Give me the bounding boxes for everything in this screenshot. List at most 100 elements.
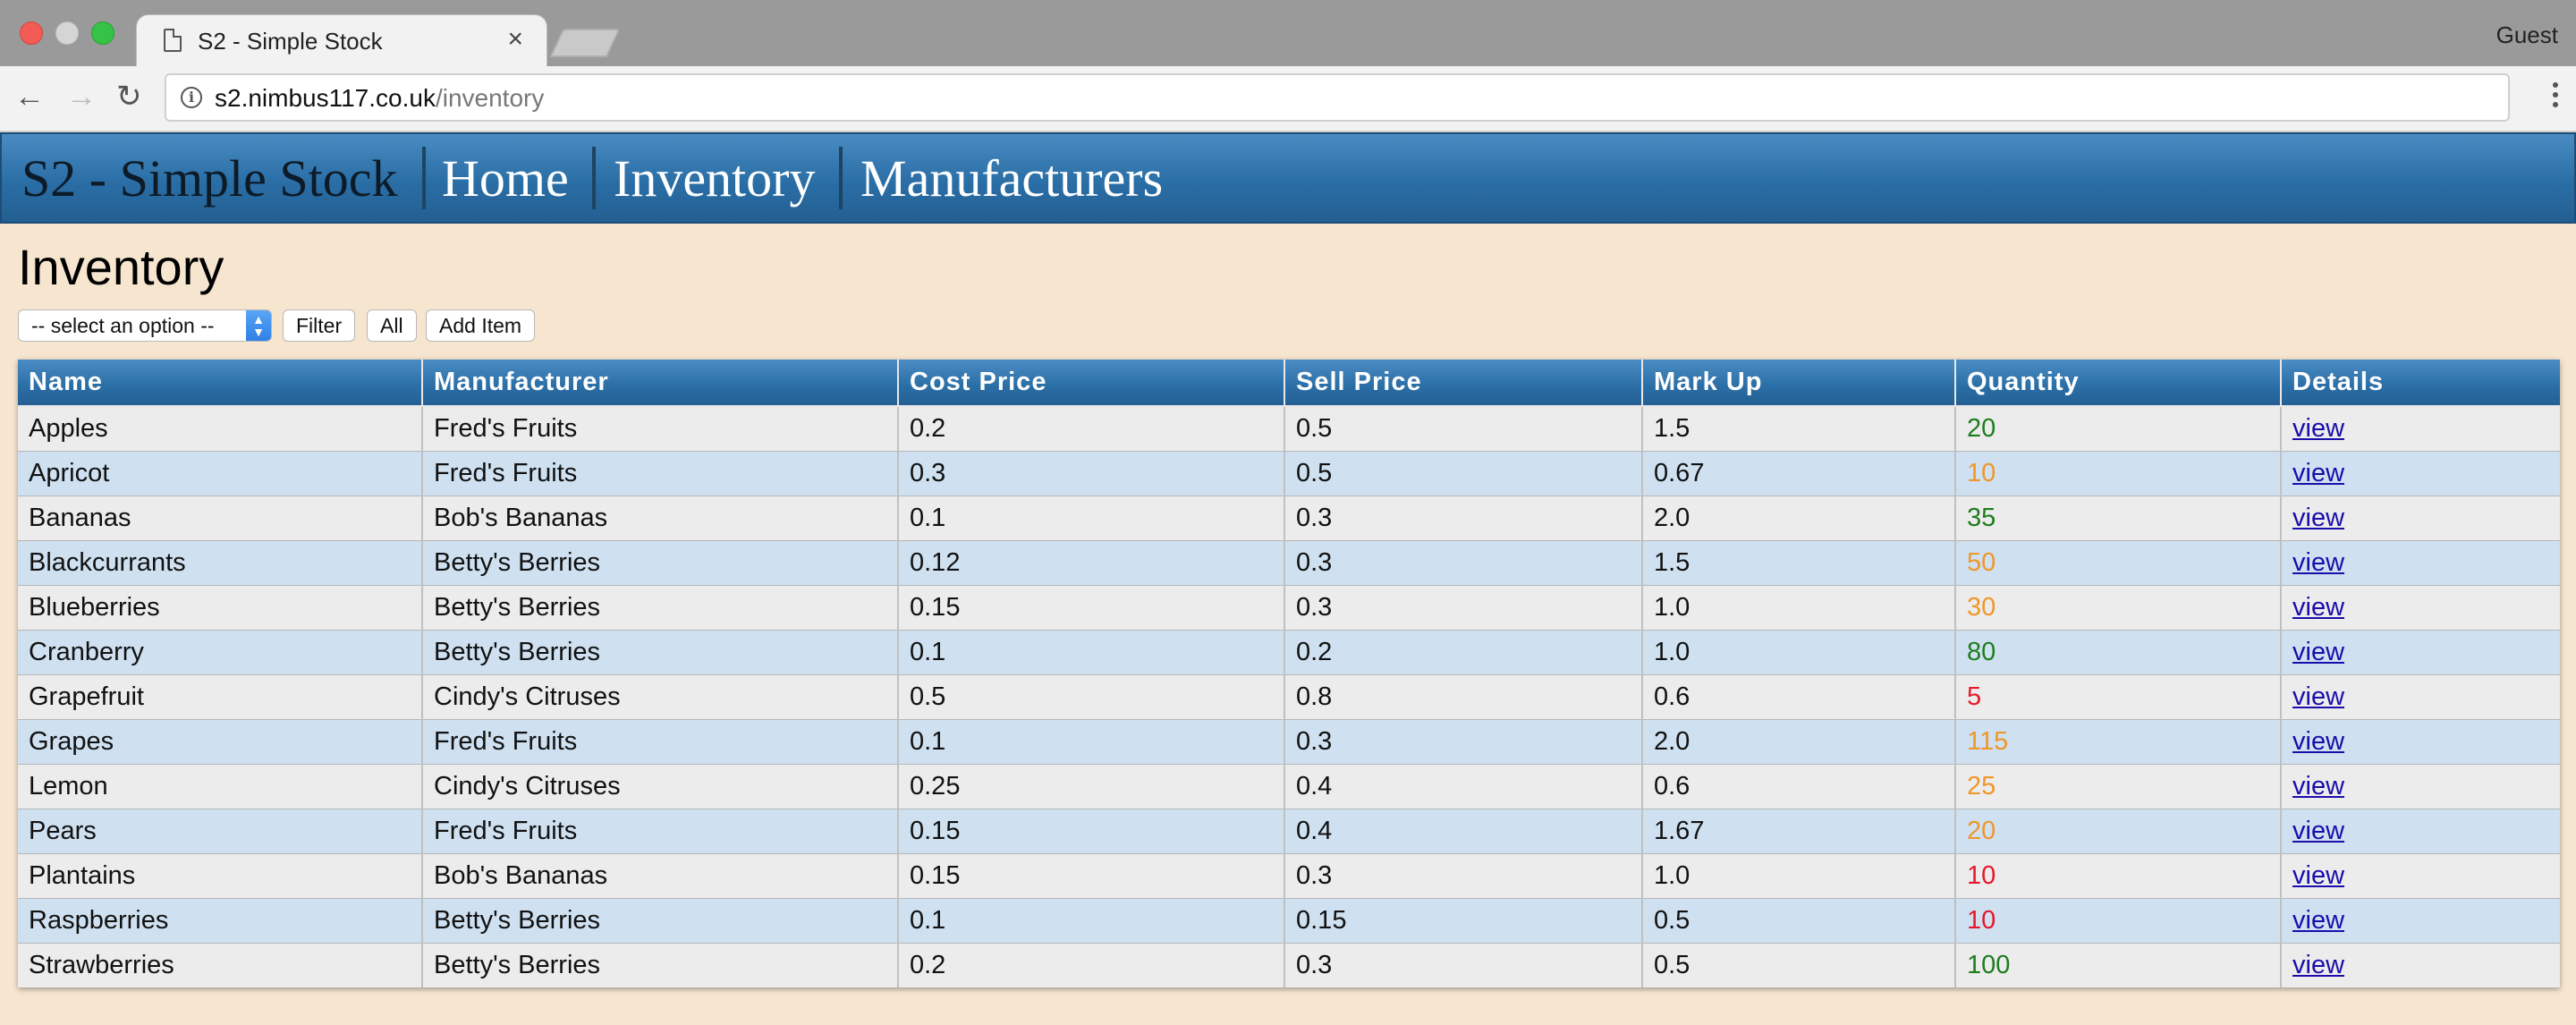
cell-details: view (2280, 808, 2560, 853)
cell-name: Plantains (18, 852, 422, 898)
nav-separator (422, 147, 426, 209)
back-arrow-icon[interactable]: ← (14, 80, 45, 114)
cell-quantity: 10 (1954, 897, 2281, 943)
cell-sell-price: 0.15 (1284, 897, 1642, 943)
cell-sell-price: 0.3 (1284, 539, 1642, 585)
cell-manufacturer: Fred's Fruits (421, 808, 898, 853)
cell-cost-price: 0.15 (897, 808, 1284, 853)
cell-quantity: 115 (1954, 718, 2281, 764)
cell-quantity: 30 (1954, 584, 2281, 630)
cell-details: view (2280, 629, 2560, 674)
cell-cost-price: 0.25 (897, 763, 1284, 809)
cell-quantity: 25 (1954, 763, 2281, 809)
cell-quantity: 35 (1954, 495, 2281, 540)
view-link[interactable]: view (2292, 950, 2345, 979)
cell-manufacturer: Bob's Bananas (421, 495, 898, 540)
cell-name: Apples (18, 405, 422, 451)
inventory-table: Name Manufacturer Cost Price Sell Price … (18, 360, 2560, 987)
filter-button[interactable]: Filter (283, 309, 356, 342)
cell-quantity: 10 (1954, 450, 2281, 496)
info-icon[interactable]: i (181, 87, 202, 108)
reload-icon[interactable]: ↻ (116, 80, 142, 114)
cell-sell-price: 0.3 (1284, 495, 1642, 540)
view-link[interactable]: view (2292, 860, 2345, 890)
address-bar[interactable]: i s2.nimbus117.co.uk/inventory (165, 73, 2510, 122)
add-item-button[interactable]: Add Item (426, 309, 536, 342)
cell-manufacturer: Bob's Bananas (421, 852, 898, 898)
browser-menu-icon[interactable] (2553, 82, 2560, 114)
table-row: Strawberries Betty's Berries 0.2 0.3 0.5 100 v… (18, 942, 2560, 987)
cell-details: view (2280, 450, 2560, 496)
cell-manufacturer: Cindy's Citruses (421, 673, 898, 719)
cell-details: view (2280, 673, 2560, 719)
profile-label[interactable]: Guest (2496, 21, 2558, 48)
view-link[interactable]: view (2292, 771, 2345, 801)
header-cost-price: Cost Price (897, 360, 1284, 407)
cell-manufacturer: Fred's Fruits (421, 718, 898, 764)
cell-cost-price: 0.1 (897, 718, 1284, 764)
view-link[interactable]: view (2292, 726, 2345, 756)
cell-cost-price: 0.1 (897, 897, 1284, 943)
close-window-icon[interactable] (20, 21, 43, 45)
cell-details: view (2280, 539, 2560, 585)
cell-details: view (2280, 495, 2560, 540)
manufacturer-select[interactable]: -- select an option -- ▲ ▼ (18, 309, 272, 342)
table-row: Lemon Cindy's Citruses 0.25 0.4 0.6 25 view (18, 763, 2560, 809)
cell-name: Pears (18, 808, 422, 853)
forward-arrow-icon[interactable]: → (66, 80, 97, 114)
brand-title[interactable]: S2 - Simple Stock (21, 149, 398, 208)
view-link[interactable]: view (2292, 503, 2345, 532)
cell-manufacturer: Betty's Berries (421, 942, 898, 987)
cell-name: Apricot (18, 450, 422, 496)
view-link[interactable]: view (2292, 592, 2345, 622)
nav-link-inventory[interactable]: Inventory (614, 149, 816, 208)
browser-toolbar: ← → ↻ i s2.nimbus117.co.uk/inventory (0, 66, 2576, 132)
cell-cost-price: 0.2 (897, 942, 1284, 987)
cell-name: Blackcurrants (18, 539, 422, 585)
cell-sell-price: 0.4 (1284, 808, 1642, 853)
view-link[interactable]: view (2292, 905, 2345, 935)
view-link[interactable]: view (2292, 816, 2345, 845)
cell-mark-up: 1.5 (1641, 405, 1955, 451)
cell-sell-price: 0.3 (1284, 718, 1642, 764)
cell-quantity: 80 (1954, 629, 2281, 674)
cell-quantity: 50 (1954, 539, 2281, 585)
cell-cost-price: 0.2 (897, 405, 1284, 451)
document-icon (164, 29, 182, 52)
new-tab-button[interactable] (549, 29, 621, 57)
cell-mark-up: 1.0 (1641, 629, 1955, 674)
all-button[interactable]: All (367, 309, 417, 342)
view-link[interactable]: view (2292, 413, 2345, 443)
nav-link-manufacturers[interactable]: Manufacturers (860, 149, 1164, 208)
page-title: Inventory (18, 239, 225, 295)
view-link[interactable]: view (2292, 682, 2345, 711)
url-text[interactable]: s2.nimbus117.co.uk/inventory (215, 84, 544, 113)
cell-cost-price: 0.5 (897, 673, 1284, 719)
cell-mark-up: 2.0 (1641, 718, 1955, 764)
view-link[interactable]: view (2292, 547, 2345, 577)
view-link[interactable]: view (2292, 458, 2345, 487)
table-row: Blueberries Betty's Berries 0.15 0.3 1.0 30 vi… (18, 584, 2560, 630)
browser-tab[interactable]: S2 - Simple Stock × (136, 14, 547, 66)
header-name: Name (18, 360, 422, 407)
cell-details: view (2280, 718, 2560, 764)
cell-mark-up: 0.6 (1641, 673, 1955, 719)
cell-mark-up: 0.5 (1641, 897, 1955, 943)
table-row: Cranberry Betty's Berries 0.1 0.2 1.0 80 view (18, 629, 2560, 674)
table-row: Bananas Bob's Bananas 0.1 0.3 2.0 35 view (18, 495, 2560, 540)
maximize-window-icon[interactable] (91, 21, 114, 45)
cell-sell-price: 0.3 (1284, 584, 1642, 630)
minimize-window-icon[interactable] (55, 21, 79, 45)
cell-details: view (2280, 405, 2560, 451)
cell-mark-up: 1.5 (1641, 539, 1955, 585)
cell-mark-up: 0.5 (1641, 942, 1955, 987)
cell-name: Strawberries (18, 942, 422, 987)
cell-cost-price: 0.1 (897, 629, 1284, 674)
select-updown-icon[interactable]: ▲ ▼ (246, 310, 271, 341)
view-link[interactable]: view (2292, 637, 2345, 666)
tab-close-icon[interactable]: × (507, 24, 523, 54)
cell-manufacturer: Cindy's Citruses (421, 763, 898, 809)
table-row: Apricot Fred's Fruits 0.3 0.5 0.67 10 view (18, 450, 2560, 496)
select-value: -- select an option -- (31, 314, 215, 337)
nav-link-home[interactable]: Home (442, 149, 569, 208)
